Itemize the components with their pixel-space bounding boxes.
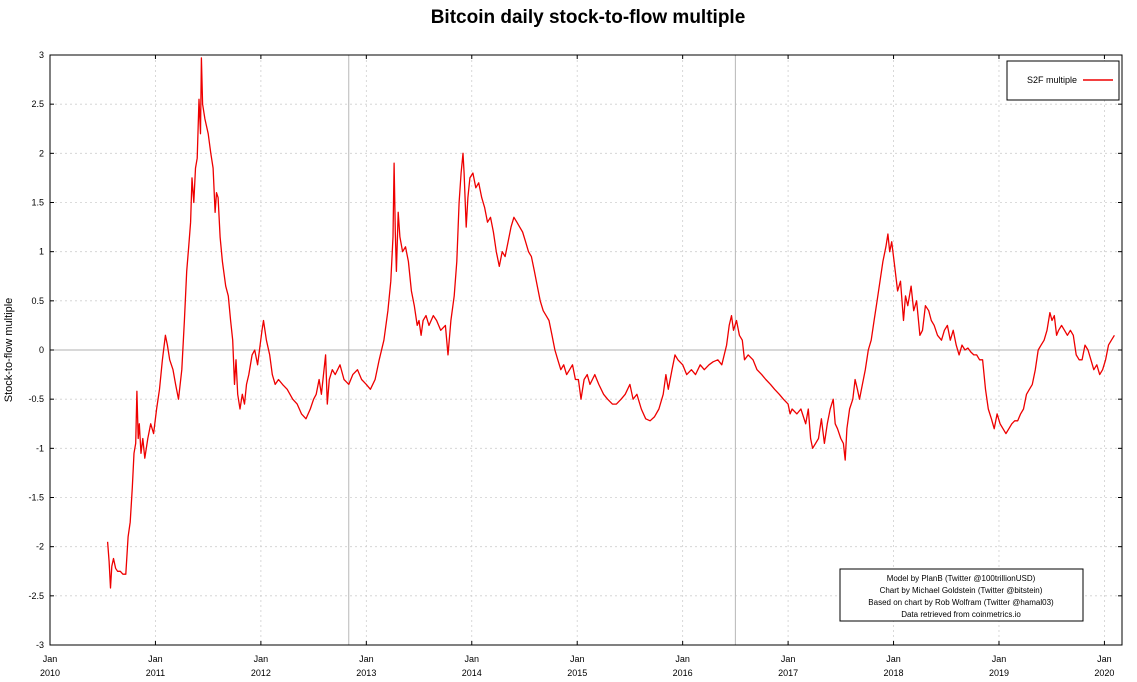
chart-title: Bitcoin daily stock-to-flow multiple: [431, 7, 746, 28]
y-tick-label: 2: [39, 148, 44, 158]
x-tick-label-month: Jan: [886, 654, 901, 664]
x-tick-label-year: 2014: [462, 668, 482, 678]
y-tick-label: -1: [36, 443, 44, 453]
x-tick-label-month: Jan: [465, 654, 480, 664]
x-tick-label-month: Jan: [675, 654, 690, 664]
legend: S2F multiple: [1006, 60, 1120, 101]
x-tick-label-year: 2016: [673, 668, 693, 678]
y-tick-label: 3: [39, 50, 44, 60]
x-tick-label-year: 2019: [989, 668, 1009, 678]
x-tick-label-month: Jan: [148, 654, 163, 664]
y-tick-label: -2: [36, 542, 44, 552]
attribution-line-4: Data retrieved from coinmetrics.io: [901, 610, 1021, 619]
x-tick-label-month: Jan: [781, 654, 796, 664]
x-tick-label-month: Jan: [43, 654, 58, 664]
x-axis-ticks: Jan2010Jan2011Jan2012Jan2013Jan2014Jan20…: [40, 55, 1114, 678]
x-tick-label-year: 2018: [884, 668, 904, 678]
y-tick-label: 1.5: [31, 198, 44, 208]
s2f-multiple-series-line: [106, 57, 1115, 589]
y-tick-label: 0: [39, 345, 44, 355]
y-tick-label: -2.5: [28, 591, 44, 601]
x-tick-label-year: 2012: [251, 668, 271, 678]
x-tick-label-month: Jan: [992, 654, 1007, 664]
y-tick-label: -1.5: [28, 493, 44, 503]
x-tick-label-year: 2015: [567, 668, 587, 678]
y-tick-label: 2.5: [31, 99, 44, 109]
attribution-box: Model by PlanB (Twitter @100trillionUSD)…: [839, 568, 1084, 622]
y-tick-label: 1: [39, 247, 44, 257]
attribution-frame: [839, 568, 1084, 622]
x-tick-label-year: 2010: [40, 668, 60, 678]
x-tick-label-year: 2020: [1094, 668, 1114, 678]
x-tick-label-month: Jan: [1097, 654, 1112, 664]
attribution-line-1: Model by PlanB (Twitter @100trillionUSD): [887, 574, 1036, 583]
y-axis-label: Stock-to-flow multiple: [3, 298, 15, 403]
y-tick-label: -3: [36, 640, 44, 650]
x-tick-label-month: Jan: [570, 654, 585, 664]
y-axis-ticks: -3 -2.5 -2 -1.5 -1 -0.5 0 0.5 1 1.5 2 2.5 3: [28, 50, 1122, 650]
attribution-line-3: Based on chart by Rob Wolfram (Twitter @…: [868, 598, 1054, 607]
attribution-line-2: Chart by Michael Goldstein (Twitter @bit…: [880, 586, 1043, 595]
y-tick-label: 0.5: [31, 296, 44, 306]
legend-entry-s2f-multiple: S2F multiple: [1027, 75, 1077, 85]
x-tick-label-year: 2011: [146, 668, 165, 678]
x-tick-label-month: Jan: [359, 654, 374, 664]
x-tick-label-year: 2013: [356, 668, 376, 678]
y-tick-label: -0.5: [28, 394, 44, 404]
x-tick-label-year: 2017: [778, 668, 798, 678]
x-tick-label-month: Jan: [254, 654, 269, 664]
